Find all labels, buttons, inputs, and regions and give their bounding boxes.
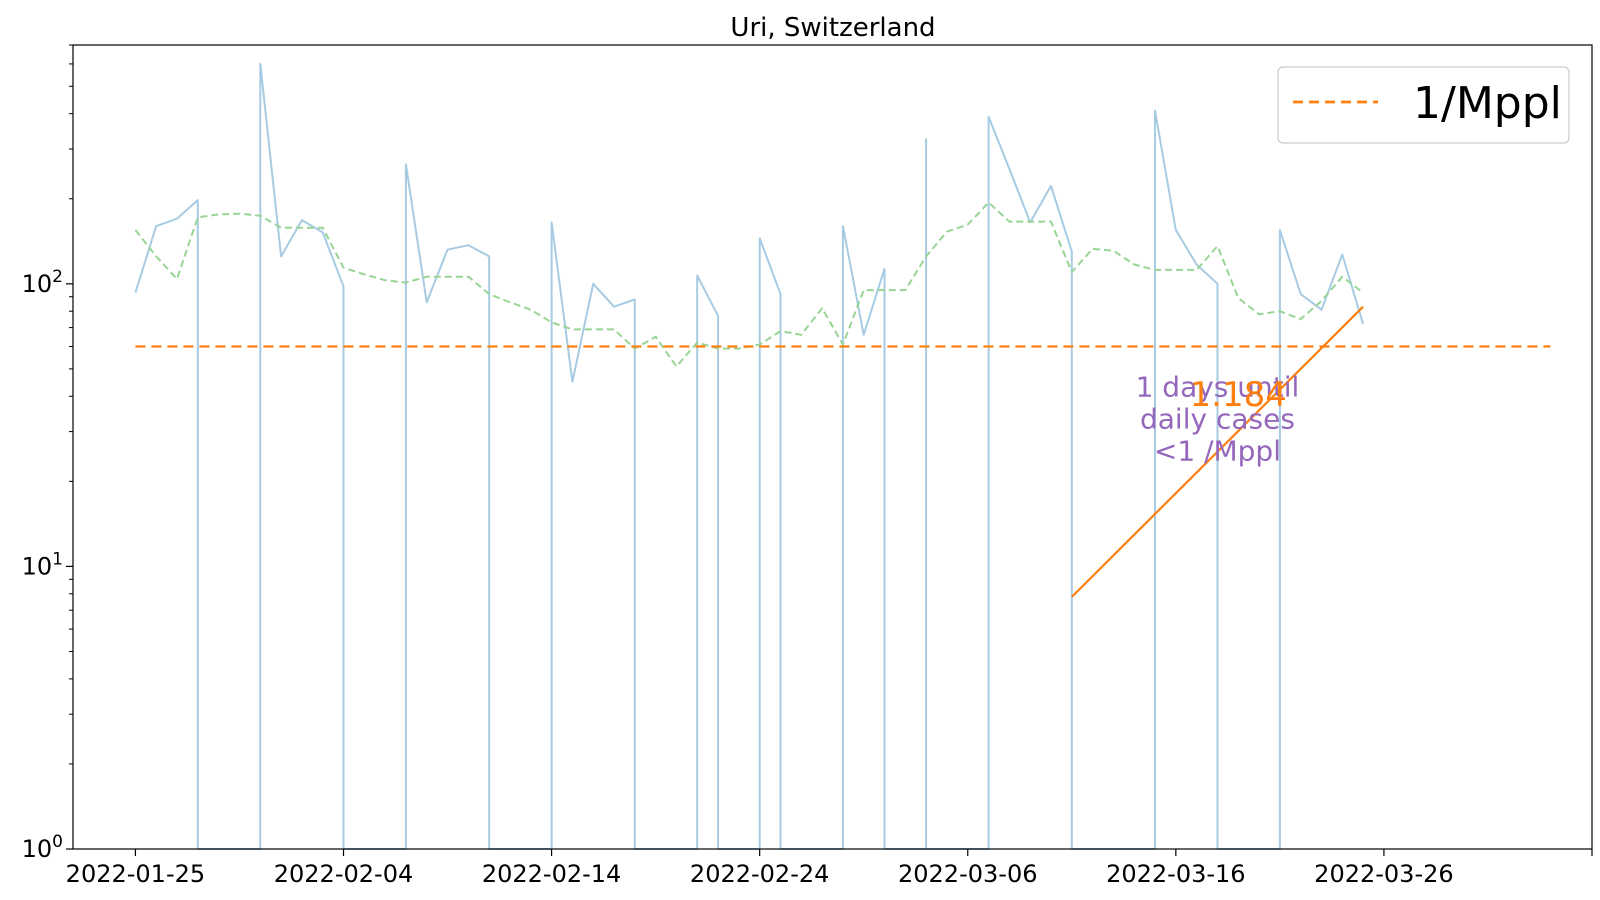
x-axis: 2022-01-25 2022-02-04 2022-02-14 2022-02-24… <box>66 849 1593 888</box>
annotation-line-2: daily cases <box>1140 402 1295 435</box>
plot-frame <box>72 44 1593 850</box>
legend: 1/Mppl <box>1277 66 1570 144</box>
x-tick-label: 2022-03-26 <box>1314 860 1453 888</box>
x-tick-label: 2022-02-24 <box>690 860 829 888</box>
y-axis: 100 101 102 <box>22 44 73 863</box>
y-tick-label: 102 <box>22 267 63 298</box>
annotation-rate: 1.184 <box>1190 375 1287 415</box>
legend-label-1-mppl: 1/Mppl <box>1413 78 1562 129</box>
annotation-line-1: 1 days until <box>1136 370 1300 403</box>
legend-box <box>1277 66 1570 144</box>
x-tick-label: 2022-02-14 <box>482 860 621 888</box>
y-tick-label: 101 <box>22 549 63 580</box>
x-tick-label: 2022-02-04 <box>274 860 413 888</box>
x-tick-label: 2022-03-16 <box>1106 860 1245 888</box>
series-line-4 <box>1071 305 1364 598</box>
chart-title: Uri, Switzerland <box>730 13 935 43</box>
x-tick-label: 2022-01-25 <box>66 860 205 888</box>
annotation-line-3: <1 /Mppl <box>1154 434 1281 467</box>
x-tick-label: 2022-03-06 <box>898 860 1037 888</box>
y-tick-label: 100 <box>22 832 63 863</box>
